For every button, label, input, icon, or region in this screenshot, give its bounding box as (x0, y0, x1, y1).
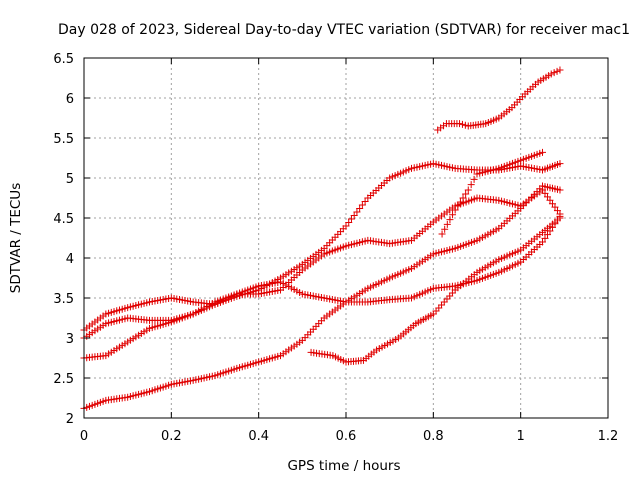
x-tick-label: 0.2 (161, 429, 182, 444)
data-point (438, 230, 446, 238)
data-point (547, 70, 555, 78)
data-point (541, 234, 549, 242)
axes: 0 0.2 0.4 0.6 0.8 1 1.2 2 2.5 3 3.5 4 4.5 5 5.5 6 6.5 (53, 52, 618, 444)
data-point (553, 67, 561, 75)
data-point (456, 120, 464, 128)
y-tick-label: 3 (66, 332, 74, 347)
data-point (449, 211, 457, 219)
x-axis-label: GPS time / hours (287, 458, 400, 474)
x-tick-label: 1 (517, 429, 525, 444)
y-tick-label: 6.5 (53, 52, 74, 67)
series-s5 (307, 214, 564, 366)
plot-area (80, 66, 564, 412)
x-tick-label: 0.6 (336, 429, 357, 444)
data-point (454, 202, 462, 210)
data-point (470, 175, 478, 183)
series-s4 (80, 212, 564, 334)
y-tick-label: 2.5 (53, 372, 74, 387)
x-tick-label: 0.8 (423, 429, 444, 444)
data-point (556, 160, 564, 168)
y-axis-label: SDTVAR / TECUs (8, 183, 24, 293)
data-point (539, 148, 546, 156)
x-tick-label: 1.2 (598, 429, 619, 444)
series-s3 (80, 160, 564, 342)
chart-title: Day 028 of 2023, Sidereal Day-to-day VTE… (58, 22, 630, 38)
data-point (459, 194, 467, 202)
data-point (462, 190, 470, 198)
data-point (543, 231, 551, 239)
data-point (458, 120, 466, 128)
plot-frame (83, 57, 609, 419)
grid (84, 58, 608, 418)
data-point (539, 238, 546, 246)
data-point (451, 206, 459, 214)
series-s6 (438, 148, 546, 238)
y-tick-label: 6 (66, 92, 74, 107)
x-tick-label: 0.4 (248, 429, 269, 444)
y-tick-label: 5 (66, 172, 74, 187)
y-tick-label: 4 (66, 252, 74, 267)
data-point (464, 186, 472, 194)
data-point (456, 198, 464, 206)
data-point (550, 69, 558, 77)
data-point (556, 186, 564, 194)
data-point (467, 181, 475, 189)
y-tick-label: 4.5 (53, 212, 74, 227)
data-point (556, 66, 564, 74)
y-tick-label: 3.5 (53, 292, 74, 307)
series-s7 (434, 66, 564, 134)
y-tick-label: 2 (66, 412, 74, 427)
data-point (556, 214, 564, 222)
data-point (441, 225, 449, 233)
data-point (443, 220, 451, 228)
y-tick-label: 5.5 (53, 132, 74, 147)
x-tick-label: 0 (80, 429, 88, 444)
data-point (446, 216, 454, 224)
